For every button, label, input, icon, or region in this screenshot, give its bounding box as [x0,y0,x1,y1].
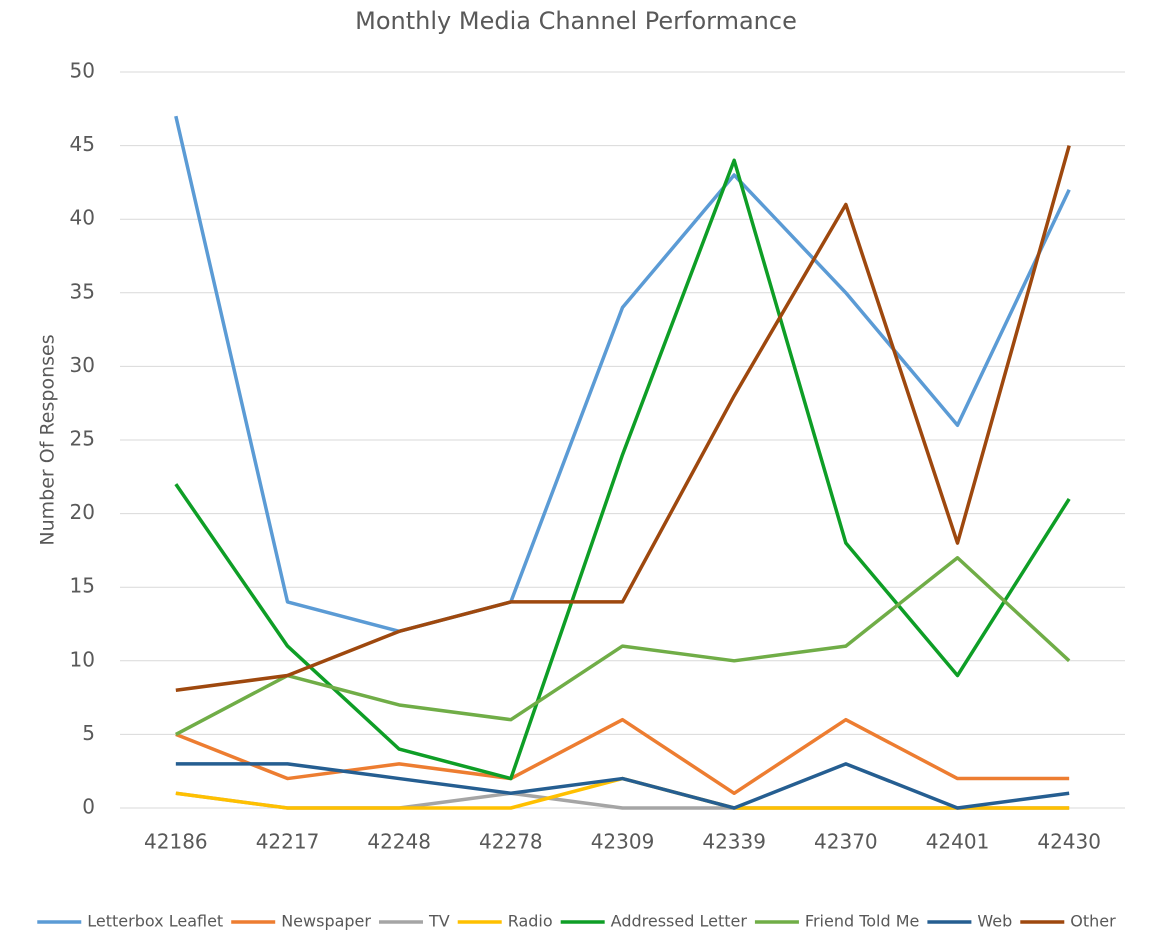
x-tick-label: 42401 [926,830,990,854]
series-line [174,115,1071,634]
series-line [174,158,1071,781]
legend-label: Letterbox Leaflet [87,912,223,931]
x-tick-label: 42278 [479,830,543,854]
y-axis-title: Number Of Responses [37,334,59,545]
x-tick-label: 42430 [1037,830,1101,854]
y-tick-label: 10 [70,647,95,671]
y-tick-label: 20 [70,500,95,524]
x-tick-label: 42309 [591,830,655,854]
y-tick-label: 0 [82,795,95,819]
y-tick-label: 45 [70,132,95,156]
y-tick-label: 40 [70,206,95,230]
series-line [175,762,1070,810]
series-line [175,776,1070,810]
y-tick-label: 5 [82,721,95,745]
y-tick-label: 30 [70,353,95,377]
chart-title: Monthly Media Channel Performance [355,7,797,35]
y-tick-label: 25 [70,427,95,451]
legend-label: Newspaper [281,912,371,931]
legend-label: Addressed Letter [611,912,748,931]
legend-label: Other [1070,912,1116,931]
y-tick-label: 50 [70,59,95,83]
y-tick-label: 15 [70,574,95,598]
y-tick-label: 35 [70,279,95,303]
legend-label: Radio [508,912,553,931]
x-tick-label: 42217 [256,830,320,854]
legend-label: TV [428,912,450,931]
legend-label: Friend Told Me [805,912,919,931]
legend-label: Web [977,912,1012,931]
series-line [175,556,1071,736]
x-tick-label: 42248 [367,830,431,854]
x-tick-label: 42339 [702,830,766,854]
x-tick-label: 42370 [814,830,878,854]
x-tick-label: 42186 [144,830,208,854]
series-line [175,145,1071,692]
series-line [175,717,1070,796]
